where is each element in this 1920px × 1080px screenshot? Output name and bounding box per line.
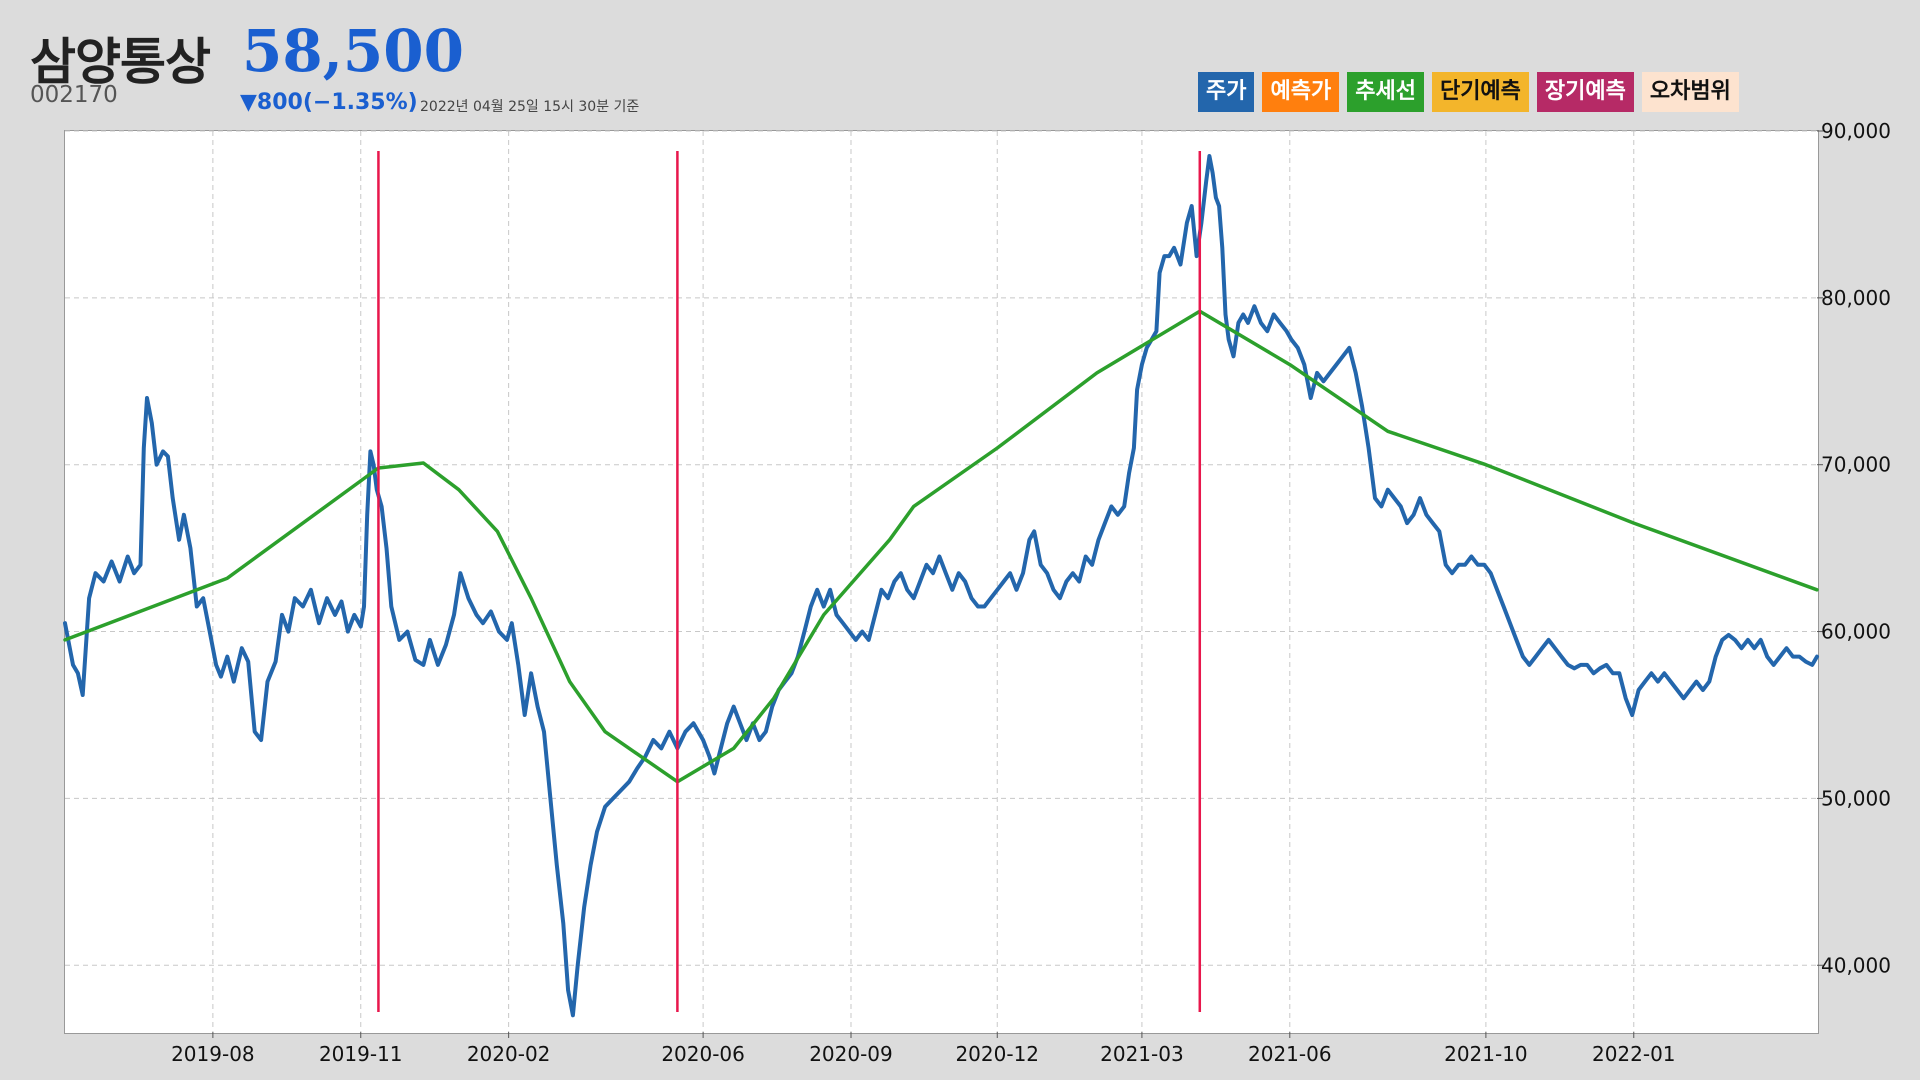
y-tick-label: 80,000: [1821, 286, 1891, 310]
price-change: ▼800(−1.35%): [240, 90, 418, 115]
y-tick-label: 50,000: [1821, 786, 1891, 810]
chart-area: [64, 130, 1819, 1034]
x-tick-label: 2019-11: [319, 1042, 403, 1066]
x-tick-label: 2022-01: [1592, 1042, 1676, 1066]
trend-line: [63, 309, 1819, 784]
x-tick-label: 2020-12: [955, 1042, 1039, 1066]
y-tick-label: 70,000: [1821, 453, 1891, 477]
stock-code: 002170: [30, 82, 118, 108]
legend-item-trendline[interactable]: 추세선: [1347, 72, 1424, 112]
x-tick-label: 2019-08: [171, 1042, 255, 1066]
legend-item-price[interactable]: 주가: [1198, 72, 1255, 112]
price-timestamp: 2022년 04월 25일 15시 30분 기준: [420, 99, 640, 115]
x-tick-label: 2020-06: [661, 1042, 745, 1066]
stock-price: 58,500: [242, 17, 464, 85]
y-tick-label: 90,000: [1821, 119, 1891, 143]
x-tick-label: 2020-02: [467, 1042, 551, 1066]
legend-item-long-term-forecast[interactable]: 장기예측: [1536, 72, 1634, 112]
x-tick-label: 2021-03: [1100, 1042, 1184, 1066]
price-line: [63, 154, 1819, 1018]
x-tick-label: 2020-09: [809, 1042, 893, 1066]
x-tick-label: 2021-06: [1248, 1042, 1332, 1066]
y-tick-label: 60,000: [1821, 620, 1891, 644]
legend-item-error-range[interactable]: 오차범위: [1641, 72, 1739, 112]
x-tick-label: 2021-10: [1444, 1042, 1528, 1066]
legend-item-forecast[interactable]: 예측가: [1262, 72, 1340, 112]
chart-legend: 주가 예측가 추세선 단기예측 장기예측 오차범위: [1198, 72, 1739, 112]
y-tick-label: 40,000: [1821, 953, 1891, 977]
stock-name: 삼양통상: [30, 33, 211, 91]
legend-item-short-term-forecast[interactable]: 단기예측: [1431, 72, 1529, 112]
